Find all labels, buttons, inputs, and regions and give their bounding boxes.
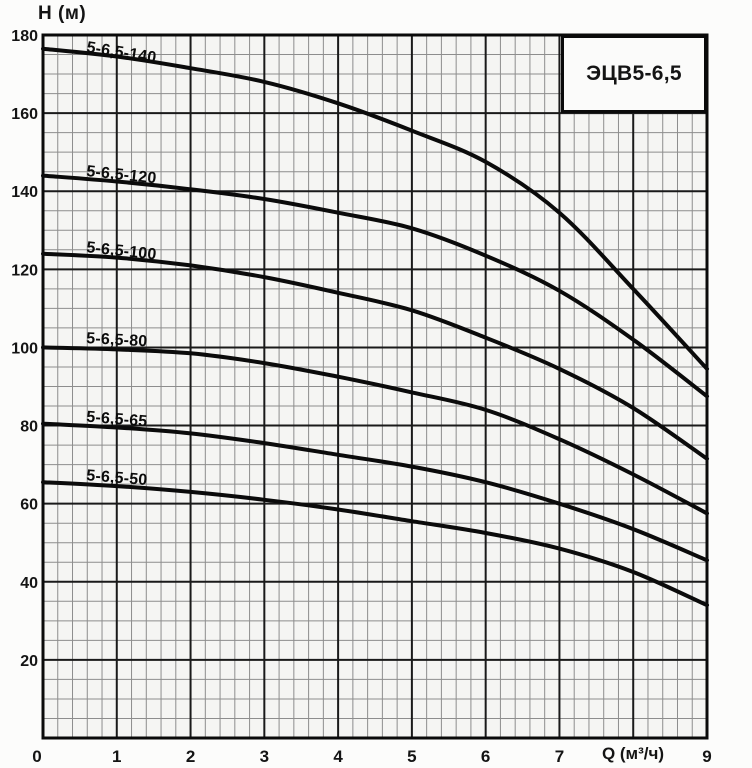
pump-curve-5-6-5-50 bbox=[41, 480, 709, 608]
y-tick-label: 140 bbox=[11, 184, 38, 201]
y-tick-label: 180 bbox=[11, 28, 38, 45]
x-axis-title: Q (м³/ч) bbox=[601, 744, 665, 763]
x-tick-label: 6 bbox=[481, 747, 490, 766]
x-tick-label: 3 bbox=[260, 747, 269, 766]
x-tick-label: 1 bbox=[112, 747, 121, 766]
y-tick-label: 80 bbox=[20, 419, 38, 436]
plot-border bbox=[41, 33, 709, 740]
x-tick-label: 9 bbox=[702, 747, 711, 766]
pump-curve-5-6-5-80 bbox=[41, 345, 709, 516]
pump-model-label: ЭЦВ5-6,5 bbox=[586, 62, 682, 85]
x-tick-label: 2 bbox=[186, 747, 195, 766]
y-tick-label: 40 bbox=[20, 575, 38, 592]
y-tick-label: 60 bbox=[20, 497, 38, 514]
curve-label: 5-6,5-50 bbox=[86, 467, 148, 489]
x-tick-label: 5 bbox=[407, 747, 416, 766]
y-axis-title: H (м) bbox=[38, 3, 87, 24]
pump-curve-5-6-5-65 bbox=[41, 421, 709, 563]
x-tick-label: 0 bbox=[32, 747, 41, 766]
curve-label: 5-6,5-65 bbox=[86, 409, 148, 431]
y-tick-label: 160 bbox=[11, 106, 38, 123]
x-tick-label: 4 bbox=[333, 747, 343, 766]
x-tick-label: 7 bbox=[555, 747, 564, 766]
pump-model-title-box: ЭЦВ5-6,5 bbox=[561, 35, 707, 113]
pump-curve-5-6-5-120 bbox=[41, 173, 709, 399]
curve-label: 5-6,5-80 bbox=[86, 330, 148, 350]
pump-curve-5-6-5-100 bbox=[41, 251, 709, 461]
y-tick-label: 20 bbox=[20, 653, 38, 670]
y-tick-label: 120 bbox=[11, 262, 38, 279]
pump-curve-5-6-5-140 bbox=[41, 46, 709, 371]
y-tick-label: 100 bbox=[11, 340, 38, 357]
